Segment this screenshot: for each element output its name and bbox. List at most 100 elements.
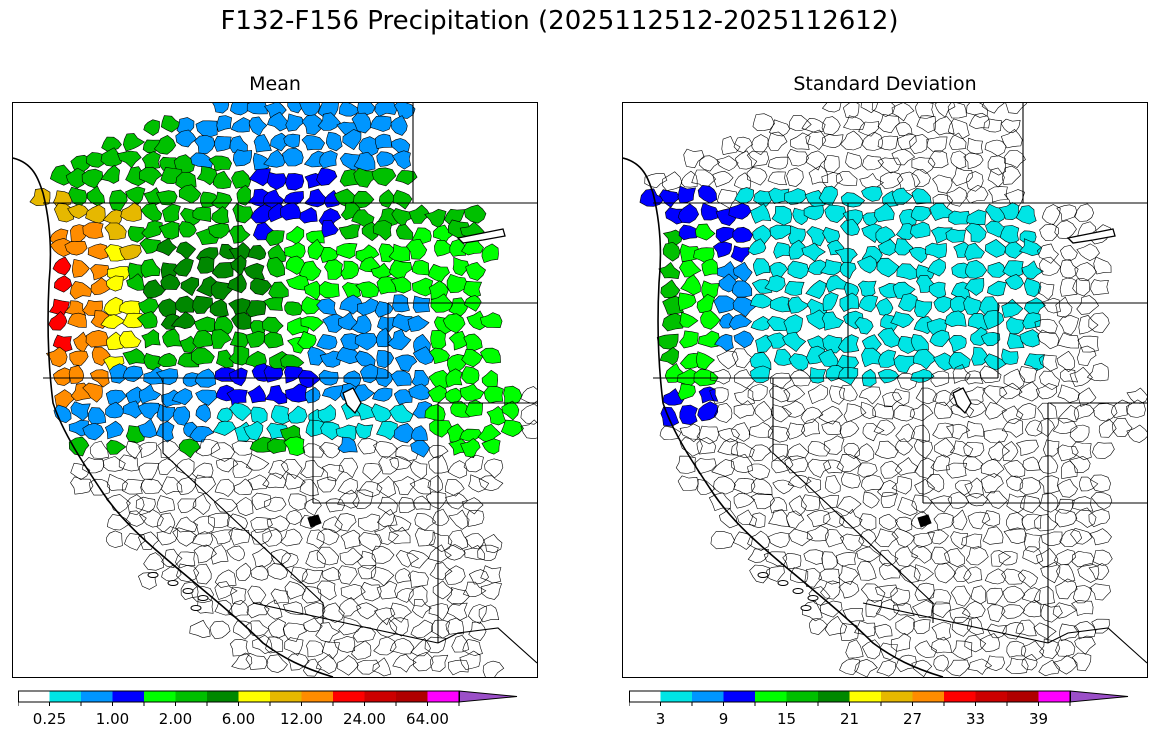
mean-map-basin [250,517,273,533]
stdev-map-basin [1035,383,1057,400]
stdev-map-basin [949,132,967,150]
mean-map-basin [180,276,200,297]
stdev-map-basin [733,400,755,419]
stdev-map-basin [788,528,814,547]
mean-map-basin [434,240,456,257]
mean-map-basin [447,460,468,479]
mean-map-basin [100,147,125,167]
mean-map-basin [338,103,362,117]
mean-map-basin [477,544,499,562]
stdev-map-basin [823,510,845,528]
stdev-map-basin [964,370,984,385]
mean-map-basin [357,103,376,116]
stdev-map-basin [1056,478,1079,498]
stdev-map-basin [982,526,1004,545]
stdev-map-basin [1071,550,1095,568]
mean-map-basin [229,331,249,350]
mean-map-basin [73,331,93,354]
stdev-map-basin [823,435,845,455]
stdev-map-basin [1040,561,1061,584]
stdev-map-basin [805,129,827,151]
stdev-map-basin [963,296,983,316]
stdev-map-basin [801,600,823,622]
stdev-map-basin [805,476,821,493]
stdev-map-basin [824,615,847,636]
stdev-map-basin [895,122,913,136]
mean-map-basin [337,477,358,495]
stdev-map-basin [896,372,918,391]
mean-map-basin [87,407,107,425]
stdev-map-basin [1005,657,1029,674]
stdev-map-basin [767,131,788,151]
mean-map-basin [285,173,305,191]
mean-map-basin [285,113,305,132]
mean-map-basin [316,167,338,186]
stdev-map-basin [679,311,699,328]
stdev-map-basin [951,262,971,279]
stdev-colorbar-color-box [818,691,850,702]
stdev-map-basin [1092,442,1115,460]
mean-map-basin [214,599,233,616]
stdev-map-basin [999,382,1023,400]
mean-map-basin [138,418,158,438]
stdev-map-basin [1000,128,1023,149]
stdev-map-basin [678,224,702,241]
mean-map-basin [140,258,161,278]
stdev-map-basin [766,332,789,349]
stdev-map-basin [872,403,894,420]
mean-map-basin [262,529,283,547]
mean-colorbar-color-box [364,691,396,702]
mean-map-basin [393,422,415,444]
mean-map-basin [410,425,428,442]
stdev-map-basin [910,368,935,383]
mean-map-basin [106,473,128,491]
stdev-map-basin [877,113,900,134]
stdev-map-basin [748,421,774,438]
stdev-map-basin [733,136,753,154]
stdev-map-basin [747,548,769,563]
stdev-map-basin [966,103,988,118]
mean-colorbar-extend-arrow [458,690,518,703]
mean-map-basin [325,131,343,152]
mean-map-basin [288,493,307,511]
mean-map-basin [337,565,358,585]
stdev-map-basin [967,511,991,530]
stdev-map-basin [933,116,955,136]
stdev-map-basin [807,440,831,457]
mean-map-basin [212,170,232,189]
mean-map-basin [249,277,272,296]
stdev-map-basin [930,454,951,472]
mean-map-basin [156,403,176,422]
stdev-map-basin [1054,220,1077,240]
stdev-map-basin [1126,424,1147,443]
stdev-map-basin [733,492,756,509]
stdev-map-basin [821,172,843,190]
stdev-map-basin [750,492,775,510]
mean-map-basin [136,311,158,329]
stdev-map-basin [862,491,880,509]
mean-map-basin [85,329,109,348]
mean-map-basin [54,389,76,410]
mean-map-basin [357,564,377,580]
mean-map-basin [427,385,448,403]
stdev-map-basin [790,132,811,150]
stdev-map-basin [771,205,793,226]
mean-map-basin [88,478,111,496]
stdev-map-basin [965,259,988,279]
mean-map-basin [358,531,383,552]
mean-map-basin [406,549,430,569]
stdev-map-basin [1038,475,1060,494]
stdev-map-basin [1090,279,1109,296]
mean-map-basin [411,599,432,619]
stdev-map-basin [930,226,953,244]
mean-map-basin [392,313,413,333]
mean-map-basin [247,244,267,261]
stdev-map-basin [822,292,839,311]
mean-map-basin [139,383,162,404]
stdev-map-basin [1060,258,1079,280]
stdev-map-basin [874,440,899,459]
mean-map-basin [413,651,434,672]
mean-map-basin [355,281,380,299]
stdev-map-basin [767,425,790,443]
stdev-map-basin [662,312,685,332]
